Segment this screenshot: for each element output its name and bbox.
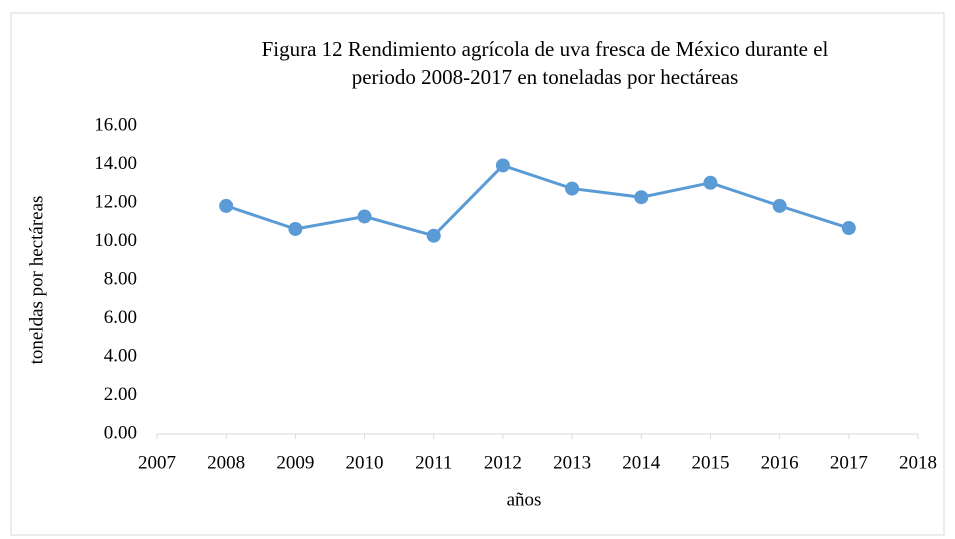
x-tick-label: 2016	[761, 452, 799, 473]
x-tick-label: 2012	[484, 452, 522, 473]
y-tick-label: 8.00	[104, 268, 137, 289]
x-tick-label: 2014	[622, 452, 661, 473]
data-point	[219, 198, 234, 213]
x-axis-label: años	[507, 489, 542, 510]
chart-title: Figura 12 Rendimiento agrícola de uva fr…	[262, 37, 829, 61]
data-point	[634, 190, 649, 205]
y-tick-label: 14.00	[94, 153, 137, 174]
x-tick-label: 2017	[830, 452, 868, 473]
y-tick-label: 4.00	[104, 345, 137, 366]
chart-border	[10, 12, 945, 536]
data-point	[772, 198, 787, 213]
y-tick-label: 2.00	[104, 384, 137, 405]
y-axis-label: toneldas por hectáreas	[26, 196, 47, 365]
data-point	[841, 221, 856, 236]
x-tick-label: 2015	[691, 452, 729, 473]
data-point	[288, 221, 303, 236]
x-tick-label: 2007	[138, 452, 176, 473]
chart-title: periodo 2008-2017 en toneladas por hectá…	[352, 65, 739, 89]
y-tick-label: 6.00	[104, 307, 137, 328]
x-tick-label: 2008	[207, 452, 245, 473]
y-tick-label: 10.00	[94, 230, 137, 251]
data-point	[426, 228, 441, 243]
data-line	[225, 163, 850, 238]
x-tick-label: 2010	[346, 452, 384, 473]
data-point	[565, 181, 580, 196]
x-tick-label: 2009	[276, 452, 314, 473]
x-tick-label: 2011	[415, 452, 452, 473]
y-tick-label: 12.00	[94, 191, 137, 212]
x-tick-label: 2013	[553, 452, 591, 473]
y-tick-label: 16.00	[94, 114, 137, 135]
x-tick-label: 2018	[899, 452, 937, 473]
y-tick-label: 0.00	[104, 422, 137, 443]
data-point	[703, 175, 718, 190]
data-point	[357, 209, 372, 224]
data-point	[495, 158, 510, 173]
